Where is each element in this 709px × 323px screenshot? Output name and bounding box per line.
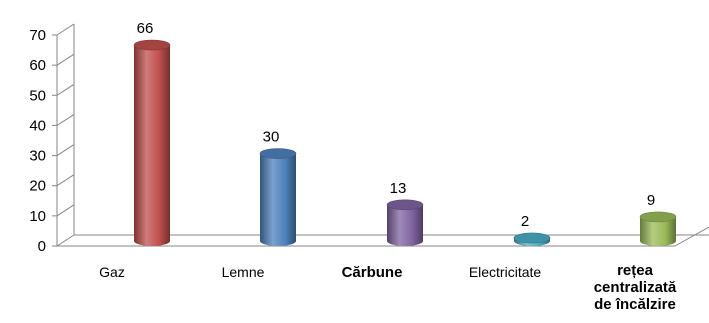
bar-top (133, 39, 171, 51)
y-tick-depth-line (56, 144, 75, 156)
data-label: 13 (390, 180, 407, 197)
bar-body (387, 204, 423, 246)
y-tick-depth-line (56, 23, 75, 36)
y-tick-label: 0 (38, 238, 46, 255)
x-category-line: centralizată (593, 279, 677, 296)
bar-0 (133, 39, 171, 246)
y-tick-depth-line (56, 174, 75, 187)
x-category-label: Electricitate (435, 264, 575, 281)
bar-top (513, 232, 551, 244)
data-label: 66 (137, 20, 154, 37)
y-tick-label: 30 (29, 148, 46, 165)
y-tick-label: 70 (29, 27, 46, 44)
bar-4 (639, 211, 677, 246)
x-category-label: Gaz (42, 264, 182, 281)
bar-1 (259, 148, 297, 246)
y-tick-label: 10 (29, 208, 46, 225)
y-tick-depth-line (56, 53, 75, 66)
x-category-line: Electricitate (468, 264, 542, 280)
y-tick-depth-line (56, 114, 75, 126)
x-category-label: Cărbune (302, 264, 442, 281)
bar-series (133, 39, 677, 246)
x-category-line: rețea (617, 262, 653, 279)
x-category-label: Lemne (173, 264, 313, 281)
x-category-line: Gaz (99, 264, 125, 280)
y-tick-label: 50 (29, 87, 46, 104)
floor-right-edge (674, 226, 709, 247)
x-category-label: rețea centralizată de încălzire (565, 262, 705, 313)
y-tick-label: 20 (29, 178, 46, 195)
data-label: 9 (647, 192, 655, 209)
x-category-line: Cărbune (341, 264, 403, 281)
data-label: 2 (521, 213, 529, 230)
data-label: 30 (263, 129, 280, 146)
y-tick-label: 40 (29, 117, 46, 134)
bar-body (640, 216, 676, 246)
bar-top (259, 148, 297, 159)
bar-body (134, 45, 170, 246)
y-tick-depth-line (56, 204, 75, 217)
bar-top (386, 199, 424, 211)
x-category-line: de încălzire (594, 296, 676, 313)
y-tick-label: 60 (29, 57, 46, 74)
bar-2 (386, 199, 424, 246)
y-tick-depth-line (56, 83, 75, 96)
y-axis-ticks: 0 10 20 30 40 50 60 70 (29, 23, 75, 255)
bar-body (260, 153, 296, 246)
data-labels: 66 30 13 2 9 (137, 20, 656, 230)
x-category-line: Lemne (221, 264, 265, 280)
y-tick-depth-line (56, 234, 75, 247)
bar-3 (513, 232, 551, 246)
bar-top (639, 211, 677, 223)
